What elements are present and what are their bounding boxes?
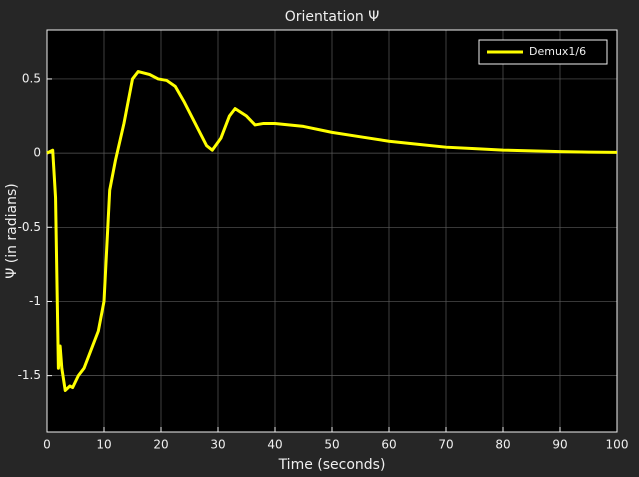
y-tick-label: -1 <box>29 294 41 308</box>
y-tick-label: -0.5 <box>18 220 41 234</box>
x-tick-label: 30 <box>210 438 225 452</box>
x-tick-label: 100 <box>606 438 629 452</box>
y-tick-label: 0 <box>33 146 41 160</box>
x-tick-label: 80 <box>495 438 510 452</box>
x-tick-label: 10 <box>96 438 111 452</box>
legend-label: Demux1/6 <box>529 45 586 58</box>
x-tick-label: 70 <box>438 438 453 452</box>
x-tick-label: 50 <box>324 438 339 452</box>
x-tick-label: 20 <box>153 438 168 452</box>
data-line <box>46 70 618 392</box>
x-tick-label: 60 <box>381 438 396 452</box>
axes-box <box>46 29 618 433</box>
x-tick-label: 0 <box>43 438 51 452</box>
y-tick-label: -1.5 <box>18 368 41 382</box>
x-tick-label: 40 <box>267 438 282 452</box>
y-axis-label: Ψ (in radians) <box>4 183 20 278</box>
x-axis-label: Time (seconds) <box>278 457 386 473</box>
y-tick-label: 0.5 <box>22 71 41 85</box>
chart-title: Orientation Ψ <box>285 9 380 25</box>
x-tick-label: 90 <box>552 438 567 452</box>
